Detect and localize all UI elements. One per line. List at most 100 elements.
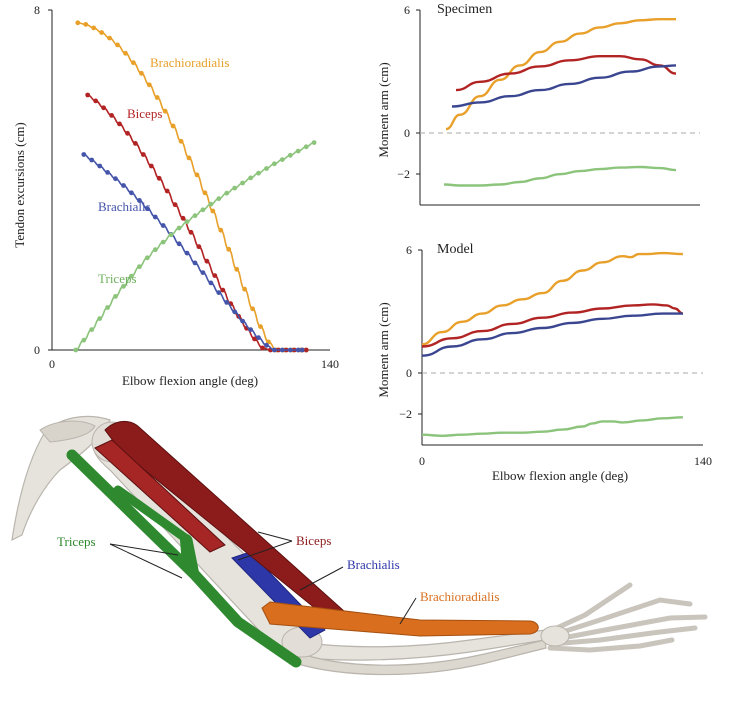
data-point-brachioradialis (210, 208, 216, 214)
data-point-brachioradialis (226, 246, 232, 252)
data-point-brachialis (129, 190, 134, 196)
series-line-biceps (87, 94, 307, 351)
y-tick-label: −2 (397, 167, 410, 181)
y-tick-label: 6 (406, 243, 412, 257)
data-point-triceps (248, 175, 254, 181)
data-point-brachialis (240, 318, 246, 324)
data-point-biceps (109, 113, 114, 118)
data-point-brachialis (264, 342, 269, 348)
biceps-short-head (94, 439, 226, 553)
data-point-triceps (89, 327, 95, 332)
data-point-triceps (256, 170, 261, 176)
y-tick-label: 6 (404, 3, 410, 17)
tendon-excursion-chart: 8 0 0 140 Elbow flexion angle (deg) Tend… (12, 3, 339, 388)
data-point-brachioradialis (146, 82, 152, 88)
data-point-triceps (129, 273, 134, 279)
data-point-brachioradialis (115, 42, 120, 48)
x-tick-label: 0 (49, 357, 55, 371)
triceps-muscle (66, 449, 302, 668)
y-tick-label: 0 (34, 343, 40, 357)
data-point-triceps (240, 180, 246, 186)
data-point-biceps (260, 345, 265, 351)
data-point-brachioradialis (250, 306, 256, 312)
data-point-brachioradialis (170, 123, 176, 129)
data-point-triceps (192, 213, 198, 219)
carpal-bones (540, 625, 570, 647)
anatomy-label-biceps: Biceps (296, 533, 331, 548)
data-point-brachialis (137, 198, 142, 203)
data-point-triceps (200, 207, 206, 213)
data-point-triceps (208, 201, 214, 207)
y-tick-label: −2 (399, 407, 412, 421)
y-axis-label: Tendon excursions (cm) (12, 122, 27, 247)
model-plot-area (421, 251, 684, 438)
data-point-biceps (303, 347, 309, 353)
label-leader-lines (109, 531, 417, 625)
data-point-brachialis (299, 347, 305, 353)
data-point-brachialis (200, 270, 206, 275)
data-point-triceps (311, 140, 317, 146)
data-point-brachioradialis (75, 20, 81, 26)
data-point-brachioradialis (242, 286, 248, 292)
series-label-triceps: Triceps (98, 271, 137, 286)
brachioradialis-muscle (261, 601, 539, 637)
data-point-triceps (264, 166, 269, 171)
series-line-brachioradialis (421, 251, 683, 346)
data-point-biceps (133, 141, 138, 146)
data-point-brachialis (192, 260, 198, 266)
data-point-triceps (272, 161, 277, 167)
x-tick-label: 140 (694, 454, 712, 468)
data-point-brachialis (97, 163, 103, 169)
data-point-biceps (156, 175, 162, 181)
anatomy-label-brachioradialis: Brachioradialis (420, 589, 499, 604)
data-point-biceps (140, 152, 146, 157)
data-point-brachioradialis (186, 155, 192, 161)
data-point-biceps (125, 130, 130, 136)
data-point-brachioradialis (218, 227, 224, 233)
arm-musculoskeletal-illustration: Triceps Biceps Brachialis Brachioradiali… (11, 415, 708, 676)
y-tick-label: 0 (406, 366, 412, 380)
series-line-triceps (421, 416, 683, 438)
series-label-brachioradialis: Brachioradialis (150, 55, 229, 70)
data-point-triceps (279, 157, 285, 163)
data-point-biceps (220, 287, 226, 293)
data-point-biceps (212, 273, 218, 278)
data-point-brachioradialis (83, 22, 89, 27)
data-point-brachialis (216, 290, 222, 295)
data-point-brachialis (256, 335, 261, 341)
data-point-triceps (287, 152, 293, 158)
chart-title: Model (437, 242, 474, 257)
data-point-triceps (113, 294, 118, 299)
data-point-biceps (252, 336, 257, 342)
series-label-biceps: Biceps (127, 106, 162, 121)
data-point-biceps (204, 258, 210, 264)
data-point-triceps (121, 283, 126, 289)
data-point-brachialis (287, 347, 293, 353)
data-point-brachialis (272, 347, 277, 353)
data-point-triceps (216, 196, 222, 202)
y-tick-label: 8 (34, 3, 40, 17)
data-point-triceps (73, 347, 79, 353)
series-line-biceps (455, 55, 677, 92)
data-point-triceps (232, 185, 238, 191)
data-point-triceps (137, 264, 142, 270)
data-point-brachioradialis (123, 50, 128, 56)
series-label-brachialis: Brachialis (98, 199, 151, 214)
data-point-brachialis (152, 214, 158, 220)
x-axis-label: Elbow flexion angle (deg) (122, 373, 258, 388)
scapula-bone (11, 415, 111, 542)
data-point-triceps (81, 337, 87, 343)
series-line-brachialis (421, 312, 683, 357)
anatomy-label-triceps: Triceps (57, 534, 96, 549)
data-point-triceps (224, 190, 230, 196)
data-point-biceps (172, 202, 178, 208)
data-point-triceps (160, 239, 166, 245)
data-point-brachioradialis (258, 324, 263, 329)
data-point-brachioradialis (194, 172, 200, 178)
data-point-brachioradialis (107, 35, 112, 41)
data-point-brachioradialis (91, 25, 97, 31)
data-point-triceps (97, 316, 103, 321)
ulna-bone (295, 639, 547, 676)
data-point-brachioradialis (154, 95, 160, 100)
